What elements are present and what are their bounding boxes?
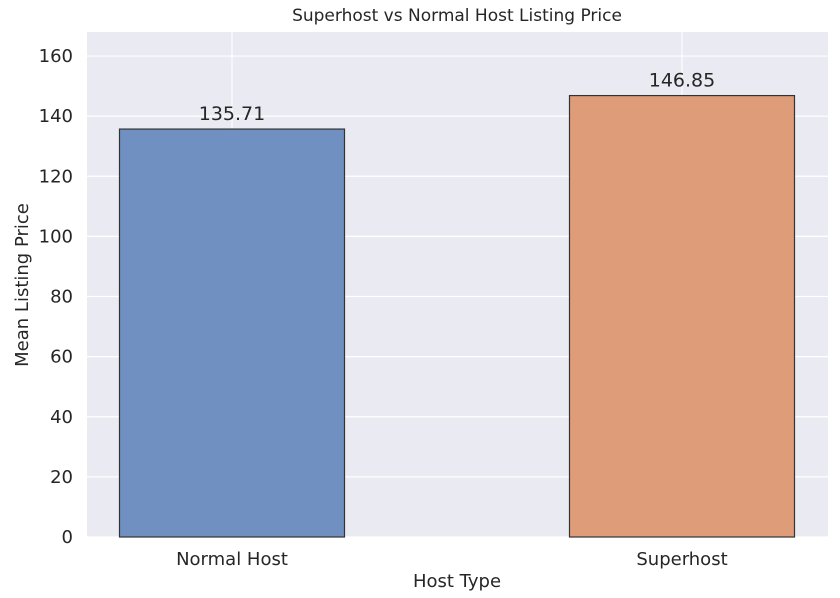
- bar-normal-host: [118, 128, 346, 538]
- bar-value-labels: 135.71 146.85: [199, 70, 715, 125]
- bar-value-label: 146.85: [649, 70, 715, 92]
- x-tick-label: Normal Host: [176, 549, 288, 570]
- bars: [118, 94, 796, 538]
- chart-title: Superhost vs Normal Host Listing Price: [292, 6, 622, 26]
- y-tick-label: 0: [62, 527, 73, 548]
- y-tick-label: 140: [39, 106, 73, 127]
- x-tick-labels: Normal Host Superhost: [176, 549, 728, 570]
- bar-superhost: [568, 94, 796, 538]
- y-tick-label: 160: [39, 46, 73, 67]
- y-tick-label: 20: [50, 467, 73, 488]
- y-tick-label: 40: [50, 407, 73, 428]
- bar-value-label: 135.71: [199, 103, 265, 125]
- y-tick-labels: 0 20 40 60 80 100 120 140 160: [39, 46, 73, 548]
- x-tick-label: Superhost: [636, 549, 727, 570]
- y-tick-label: 60: [50, 347, 73, 368]
- y-tick-label: 120: [39, 166, 73, 187]
- y-tick-label: 100: [39, 226, 73, 247]
- x-axis-label: Host Type: [413, 571, 501, 592]
- y-axis-label: Mean Listing Price: [12, 203, 33, 367]
- y-tick-label: 80: [50, 287, 73, 308]
